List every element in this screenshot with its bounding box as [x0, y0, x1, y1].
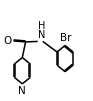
Text: H
N: H N: [38, 21, 45, 40]
Text: Br: Br: [60, 33, 71, 43]
Text: O: O: [4, 36, 12, 46]
Text: N: N: [18, 86, 26, 96]
